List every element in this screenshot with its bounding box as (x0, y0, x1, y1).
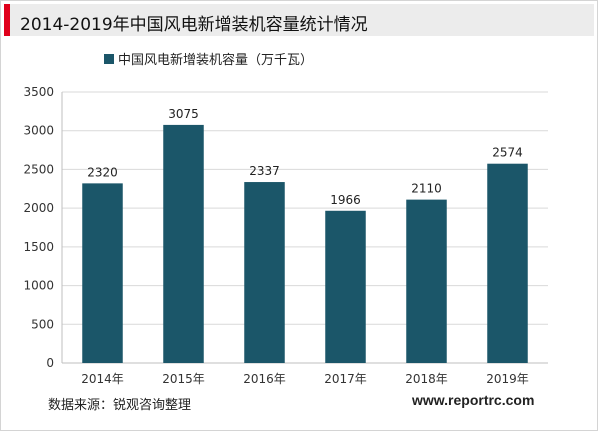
y-tick-label: 3500 (23, 85, 54, 99)
bar (325, 210, 366, 363)
y-tick-label: 2500 (23, 162, 54, 176)
bar (82, 183, 123, 363)
bars (82, 124, 528, 364)
title-bar: 2014-2019年中国风电新增装机容量统计情况 (4, 4, 594, 36)
x-tick-label: 2018年 (405, 372, 448, 386)
axes (61, 92, 548, 364)
data-label: 1966 (330, 193, 361, 207)
website-link[interactable]: www.reportrc.com (412, 392, 535, 408)
y-tick-label: 1500 (23, 240, 54, 254)
x-tick-label: 2015年 (162, 372, 205, 386)
y-tick-label: 1000 (23, 279, 54, 293)
grid-lines (62, 91, 548, 325)
x-tick-label: 2016年 (243, 372, 286, 386)
bar (487, 163, 528, 363)
x-tick-label: 2017年 (324, 372, 367, 386)
y-tick-label: 0 (46, 356, 54, 370)
page-title: 2014-2019年中国风电新增装机容量统计情况 (20, 15, 368, 35)
data-label: 2574 (492, 146, 523, 160)
y-tick-labels: 0 500 1000 1500 2000 2500 3000 3500 (23, 85, 54, 370)
legend: 中国风电新增装机容量（万千瓦） (104, 52, 313, 68)
y-tick-label: 500 (31, 317, 54, 331)
bar (244, 182, 285, 363)
bar (163, 124, 204, 364)
x-tick-labels: 2014年 2015年 2016年 2017年 2018年 2019年 (81, 372, 529, 386)
bar (406, 199, 447, 363)
legend-swatch (104, 54, 114, 64)
data-label: 2320 (87, 165, 118, 179)
data-label: 2110 (411, 182, 442, 196)
y-tick-label: 2000 (23, 201, 54, 215)
data-labels: 2320 3075 2337 1966 2110 2574 (87, 107, 523, 207)
data-label: 2337 (249, 164, 280, 178)
x-tick-label: 2019年 (486, 372, 529, 386)
title-accent (4, 4, 10, 36)
y-tick-label: 3000 (23, 124, 54, 138)
x-tick-label: 2014年 (81, 372, 124, 386)
data-label: 3075 (168, 107, 199, 121)
legend-label: 中国风电新增装机容量（万千瓦） (118, 52, 313, 68)
source-note: 数据来源：锐观咨询整理 (48, 398, 192, 413)
